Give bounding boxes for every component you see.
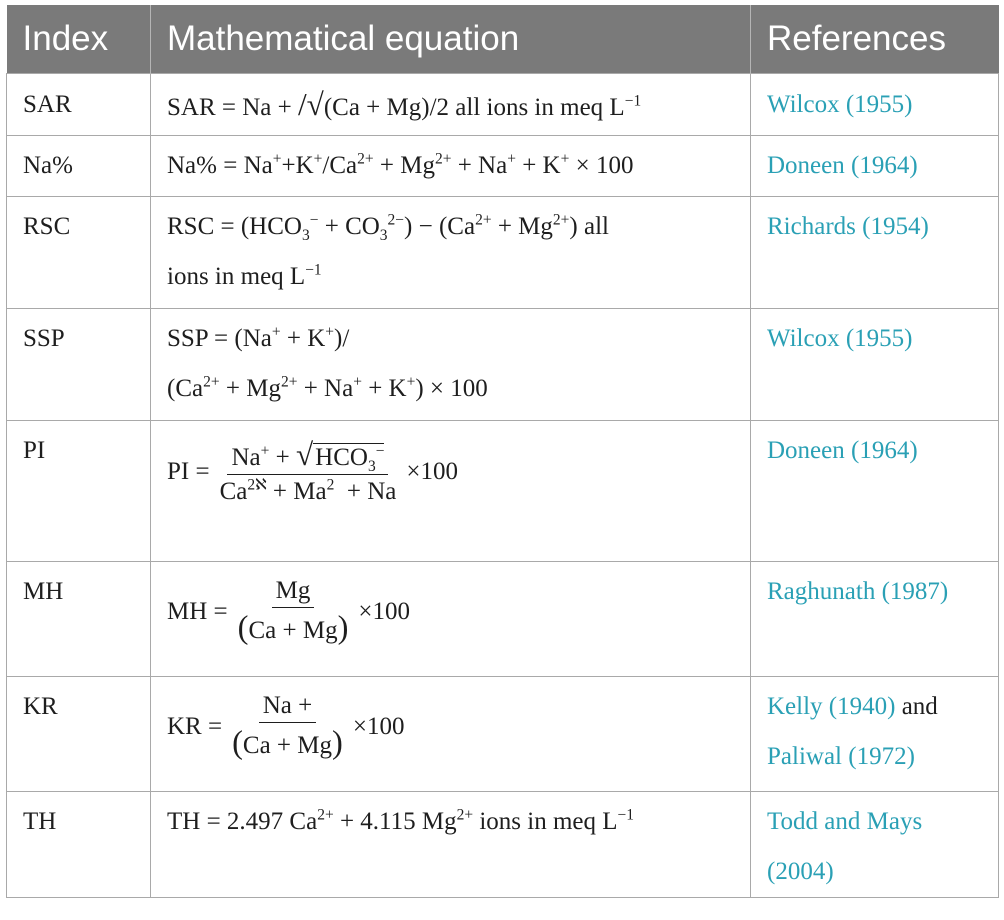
- fraction-denominator: (Ca + Mg): [237, 610, 349, 646]
- table-row: RSC RSC = (HCO3− + CO32−) − (Ca2+ + Mg2+…: [6, 196, 999, 309]
- index-cell: MH: [6, 561, 151, 677]
- reference-cell: Wilcox (1955): [750, 73, 999, 136]
- index-cell: PI: [6, 420, 151, 562]
- table-row: PI PI = Na+ + √HCO3− Ca2ℵ + Ma2 + Na ×10…: [6, 420, 999, 562]
- index-cell: SSP: [6, 308, 151, 421]
- indices-table: Index Mathematical equation References S…: [6, 5, 999, 898]
- equation-cell: MH = Mg (Ca + Mg) ×100: [150, 561, 751, 677]
- fraction-numerator: Na+ + √HCO3−: [227, 437, 389, 476]
- reference-link[interactable]: Kelly (1940): [767, 693, 896, 720]
- fraction-denominator: (Ca + Mg): [232, 725, 343, 761]
- reference-joiner: and: [895, 693, 938, 720]
- fraction-numerator: Na +: [258, 693, 317, 723]
- reference-link[interactable]: Richards (1954): [767, 213, 929, 240]
- reference-cell: Kelly (1940) and Paliwal (1972): [750, 676, 999, 792]
- radical-glyph: √: [306, 87, 324, 122]
- equation-cell: TH = 2.497 Ca2+ + 4.115 Mg2+ ions in meq…: [150, 791, 751, 898]
- superscript: −1: [624, 92, 642, 110]
- fraction-numerator: Mg: [271, 578, 315, 608]
- equation-cell: Na% = Na++K+/Ca2+ + Mg2+ + Na+ + K+ × 10…: [150, 135, 751, 197]
- mh-formula: MH = Mg (Ca + Mg) ×100: [167, 578, 736, 645]
- fraction: Na+ + √HCO3− Ca2ℵ + Ma2 + Na: [216, 439, 401, 504]
- multiplier: ×100: [358, 597, 411, 625]
- equation-cell: SSP = (Na+ + K+)/(Ca2+ + Mg2+ + Na+ + K+…: [150, 308, 751, 421]
- index-cell: TH: [6, 791, 151, 898]
- reference-cell: Wilcox (1955): [750, 308, 999, 421]
- formula-lhs: KR =: [167, 712, 223, 740]
- header-index: Index: [6, 5, 151, 74]
- fraction: Na + (Ca + Mg): [228, 693, 347, 760]
- formula-lhs: PI =: [167, 458, 210, 486]
- index-cell: KR: [6, 676, 151, 792]
- table-row: SSP SSP = (Na+ + K+)/(Ca2+ + Mg2+ + Na+ …: [6, 308, 999, 421]
- equation-cell: SAR = Na + /√(Ca + Mg)/2 all ions in meq…: [150, 73, 751, 136]
- reference-cell: Todd and Mays (2004): [750, 791, 999, 898]
- formula-lhs: MH =: [167, 597, 228, 625]
- fraction: Mg (Ca + Mg): [234, 578, 353, 645]
- header-references: References: [750, 5, 999, 74]
- reference-link[interactable]: (2004): [767, 858, 834, 885]
- kr-formula: KR = Na + (Ca + Mg) ×100: [167, 693, 736, 760]
- header-equation: Mathematical equation: [150, 5, 751, 74]
- table-row: MH MH = Mg (Ca + Mg) ×100 Raghunath (198…: [6, 561, 999, 677]
- radical-glyph: √: [296, 437, 314, 472]
- table-row: TH TH = 2.497 Ca2+ + 4.115 Mg2+ ions in …: [6, 791, 999, 898]
- fraction-denominator: Ca2ℵ + Ma2 + Na: [219, 476, 397, 506]
- pi-formula: PI = Na+ + √HCO3− Ca2ℵ + Ma2 + Na ×100: [167, 439, 736, 504]
- equation-cell: PI = Na+ + √HCO3− Ca2ℵ + Ma2 + Na ×100: [150, 420, 751, 562]
- multiplier: ×100: [406, 458, 458, 486]
- multiplier: ×100: [352, 712, 405, 740]
- reference-link[interactable]: Todd and Mays: [767, 808, 923, 835]
- table-row: SAR SAR = Na + /√(Ca + Mg)/2 all ions in…: [6, 73, 999, 136]
- reference-cell: Doneen (1964): [750, 135, 999, 197]
- reference-link[interactable]: Wilcox (1955): [767, 91, 913, 118]
- equation-text: (Ca + Mg)/2 all ions in meq L: [323, 94, 625, 121]
- reference-link[interactable]: Wilcox (1955): [767, 325, 913, 352]
- index-cell: SAR: [6, 73, 151, 136]
- table-row: KR KR = Na + (Ca + Mg) ×100 Kelly (1940)…: [6, 676, 999, 792]
- index-cell: Na%: [6, 135, 151, 197]
- index-cell: RSC: [6, 196, 151, 309]
- reference-cell: Richards (1954): [750, 196, 999, 309]
- reference-cell: Raghunath (1987): [750, 561, 999, 677]
- reference-link[interactable]: Paliwal (1972): [767, 743, 915, 770]
- reference-link[interactable]: Doneen (1964): [767, 437, 918, 464]
- table-row: Na% Na% = Na++K+/Ca2+ + Mg2+ + Na+ + K+ …: [6, 135, 999, 197]
- reference-cell: Doneen (1964): [750, 420, 999, 562]
- reference-link[interactable]: Raghunath (1987): [767, 578, 949, 605]
- reference-link[interactable]: Doneen (1964): [767, 152, 918, 179]
- equation-cell: RSC = (HCO3− + CO32−) − (Ca2+ + Mg2+) al…: [150, 196, 751, 309]
- slash-glyph: /: [297, 87, 307, 122]
- equation-cell: KR = Na + (Ca + Mg) ×100: [150, 676, 751, 792]
- equation-text: SAR = Na +: [167, 94, 298, 121]
- header-row: Index Mathematical equation References: [6, 5, 999, 74]
